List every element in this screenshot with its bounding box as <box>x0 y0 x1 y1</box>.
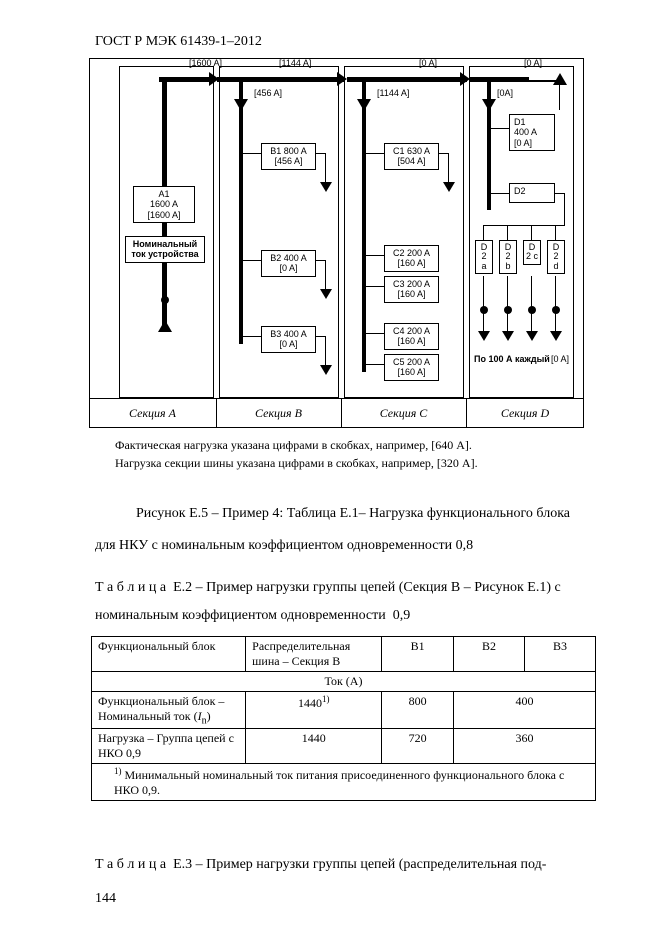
sec-b-sub: [456 A] <box>254 88 282 98</box>
table-e2-title-1: Т а б л и ц а Е.2 – Пример нагрузки груп… <box>95 574 611 602</box>
diagram-e5: [1600 A] [1144 A] [0 A] [0 A] A1 1600 A <box>89 58 584 428</box>
block-b3: B3 400 A[0 A] <box>261 326 316 353</box>
sec-d-label: Секция D <box>466 400 584 426</box>
block-c3: C3 200 A[160 A] <box>384 276 439 303</box>
block-c2: C2 200 A[160 A] <box>384 245 439 272</box>
table-e2-footnote: 1) Минимальный номинальный ток питания п… <box>92 764 596 801</box>
block-d2c: D 2 c <box>523 240 541 265</box>
block-b1: B1 800 A[456 A] <box>261 143 316 170</box>
figure-caption-line2: для НКУ с номинальным коэффициентом одно… <box>95 532 611 560</box>
sec-c-label: Секция C <box>341 400 466 426</box>
block-c4: C4 200 A[160 A] <box>384 323 439 350</box>
sec-d-sub: [0A] <box>497 88 513 98</box>
sec-c-sub: [1144 A] <box>377 88 409 98</box>
table-e2: Функциональный блок Распределительная ши… <box>91 636 596 801</box>
sec-b-label: Секция B <box>216 400 341 426</box>
block-d1: D1400 A[0 A] <box>509 114 555 151</box>
block-c1: C1 630 A[504 A] <box>384 143 439 170</box>
block-a1: A1 1600 A [1600 A] <box>133 186 195 223</box>
table-e3-title: Т а б л и ц а Е.3 – Пример нагрузки груп… <box>95 851 611 879</box>
block-d2b: D 2 b <box>499 240 517 274</box>
figure-caption-line1: Рисунок Е.5 – Пример 4: Таблица Е.1– Наг… <box>95 500 611 528</box>
block-c5: C5 200 A[160 A] <box>384 354 439 381</box>
sec-a-label: Секция A <box>89 400 216 426</box>
diagram-notes: Фактическая нагрузка указана цифрами в с… <box>115 436 611 472</box>
d-right: [0 A] <box>551 354 569 364</box>
document-header: ГОСТ Р МЭК 61439-1–2012 <box>95 34 611 50</box>
d-note: По 100 А каждый <box>474 354 550 364</box>
page-number: 144 <box>95 891 116 907</box>
tbl-row1-label: Функциональный блок – Номинальный ток (I… <box>92 692 246 729</box>
block-d2: D2 <box>509 183 555 203</box>
block-a-nom: Номинальный ток устройства <box>125 236 205 263</box>
block-b2: B2 400 A[0 A] <box>261 250 316 277</box>
block-d2d: D 2 d <box>547 240 565 274</box>
table-e2-title-2: номинальным коэффициентом одновременност… <box>95 602 611 630</box>
block-d2a: D 2 a <box>475 240 493 274</box>
